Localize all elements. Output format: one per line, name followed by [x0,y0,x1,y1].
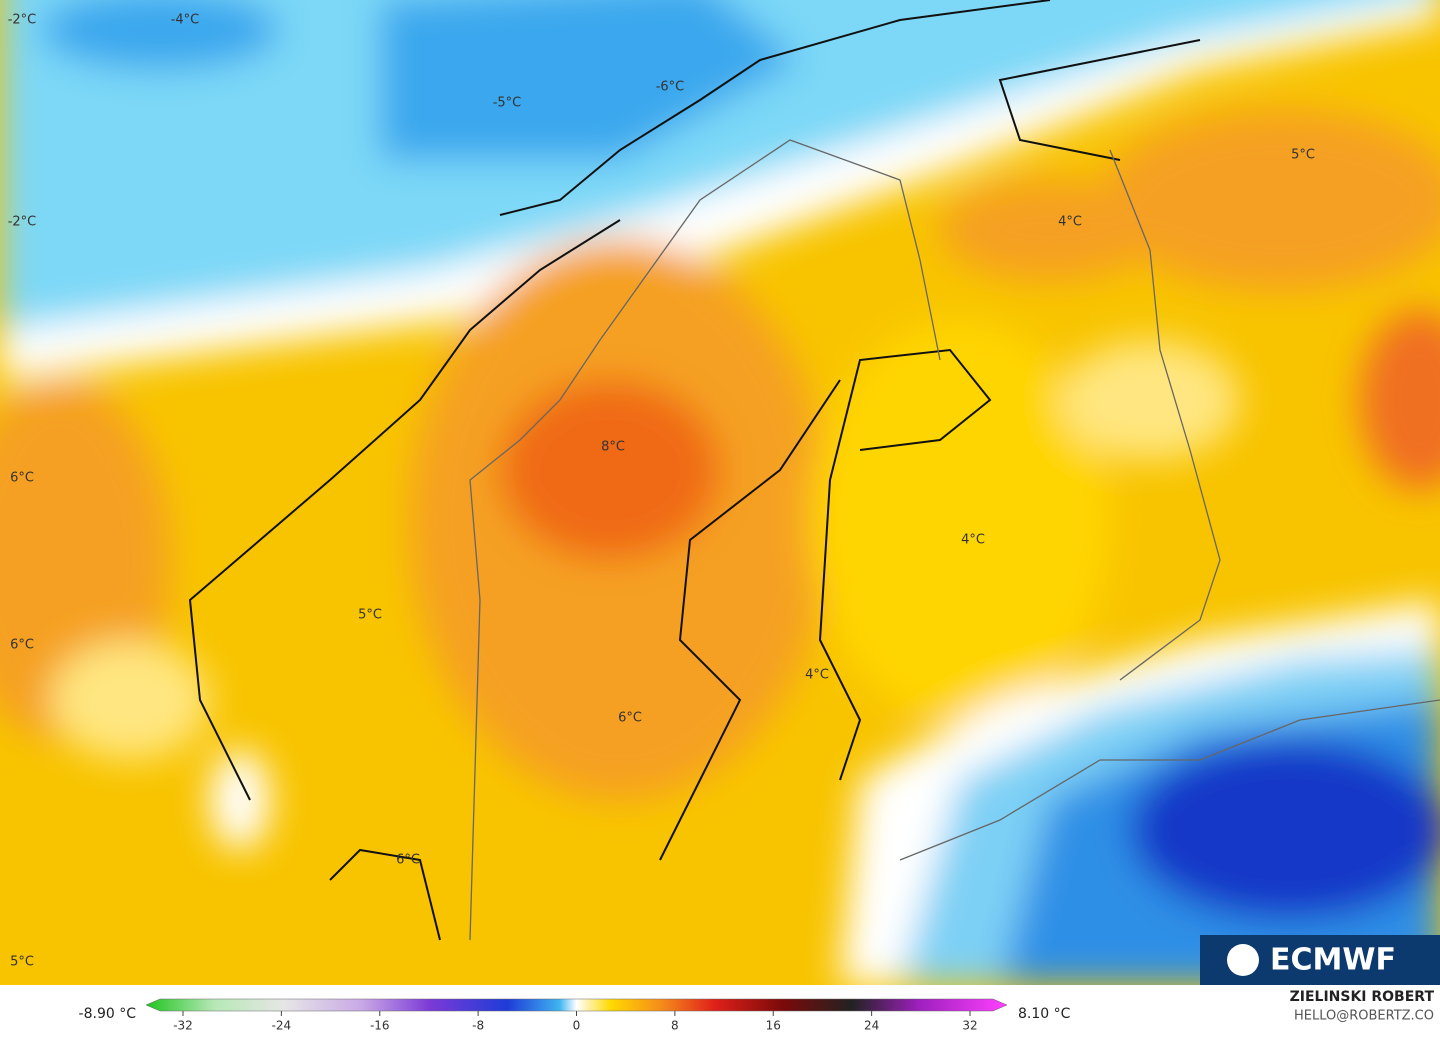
colorbar-min-label: -8.90 °C [79,1006,137,1022]
temperature-label: 5°C [10,955,34,970]
credit-name: ZIELINSKI ROBERT [1290,989,1435,1005]
temperature-label: -2°C [8,13,37,28]
temperature-label: -4°C [171,13,200,28]
colorbar-tick-label: 0 [573,1019,581,1033]
coastlines [188,0,1201,941]
colorbar-tick-label: 32 [962,1019,977,1033]
temperature-label: 6°C [10,638,34,653]
logo: ECMWF [1270,943,1396,978]
colorbar-max-label: 8.10 °C [1018,1006,1071,1022]
colorbar [145,998,1008,1012]
temperature-label: -5°C [493,96,522,111]
colorbar-tick-label: 16 [766,1019,781,1033]
credit-email: HELLO@ROBERTZ.CO [1294,1009,1434,1024]
colorbar-tick-label: -24 [272,1019,292,1033]
temperature-label: 4°C [1058,215,1082,230]
temperature-label: 5°C [1291,148,1315,163]
temperature-label: 4°C [961,533,985,548]
temperature-label: 4°C [805,668,829,683]
colorbar-tick-label: 8 [671,1019,679,1033]
colorbar-tick-label: -8 [472,1019,484,1033]
temperature-label: 6°C [10,471,34,486]
colorbar-tick-label: 24 [864,1019,879,1033]
colorbar-ticks: -32 -24 -16 -8 0 8 16 24 32 [173,1011,978,1033]
temperature-label: 8°C [601,440,625,455]
colorbar-tick-label: -16 [370,1019,390,1033]
temperature-field: -2°C -4°C -5°C -6°C -2°C 5°C 4°C 6°C 8°C… [0,0,1440,985]
colorbar-tick-label: -32 [173,1019,193,1033]
temperature-label: 6°C [618,711,642,726]
temperature-label: -2°C [8,215,37,230]
temperature-labels: -2°C -4°C -5°C -6°C -2°C 5°C 4°C 6°C 8°C… [8,13,1315,970]
temperature-label: -6°C [656,80,685,95]
temperature-label: 6°C [396,853,420,868]
logo-icon [1227,944,1259,976]
borders [469,139,1440,941]
temperature-label: 5°C [358,608,382,623]
